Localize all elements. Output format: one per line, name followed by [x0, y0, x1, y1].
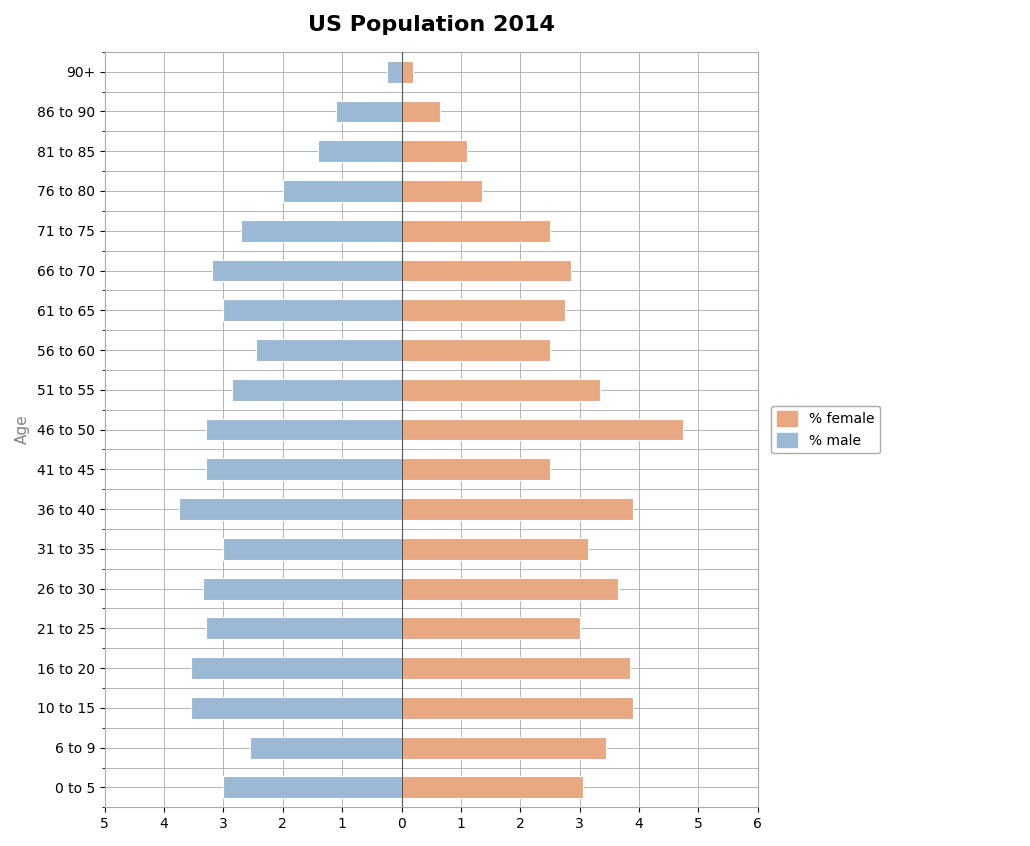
Y-axis label: Age: Age	[15, 415, 30, 444]
Bar	[318, 140, 402, 162]
Bar	[402, 260, 571, 282]
Bar	[402, 618, 580, 640]
Bar	[402, 459, 550, 481]
Bar	[402, 339, 550, 361]
Bar	[402, 737, 607, 759]
Bar	[402, 140, 467, 162]
Bar	[224, 538, 402, 560]
Bar	[224, 777, 402, 799]
Bar	[402, 101, 440, 123]
Bar	[256, 339, 402, 361]
Bar	[191, 657, 402, 679]
Bar	[206, 459, 402, 481]
Bar	[402, 419, 684, 441]
Bar	[402, 657, 630, 679]
Legend: % female, % male: % female, % male	[771, 406, 880, 453]
Bar	[402, 697, 633, 719]
Bar	[233, 379, 402, 401]
Bar	[402, 299, 564, 321]
Bar	[224, 299, 402, 321]
Bar	[402, 61, 413, 83]
Bar	[402, 538, 588, 560]
Bar	[203, 578, 402, 600]
Bar	[206, 618, 402, 640]
Bar	[402, 220, 550, 242]
Bar	[402, 498, 633, 520]
Bar	[179, 498, 402, 520]
Bar	[283, 180, 402, 202]
Bar	[386, 61, 402, 83]
Bar	[402, 379, 600, 401]
Bar	[402, 777, 583, 799]
Bar	[402, 180, 482, 202]
Bar	[402, 578, 618, 600]
Bar	[206, 419, 402, 441]
Title: US Population 2014: US Population 2014	[308, 15, 554, 35]
Bar	[250, 737, 402, 759]
Bar	[191, 697, 402, 719]
Bar	[336, 101, 402, 123]
Bar	[241, 220, 402, 242]
Bar	[211, 260, 402, 282]
